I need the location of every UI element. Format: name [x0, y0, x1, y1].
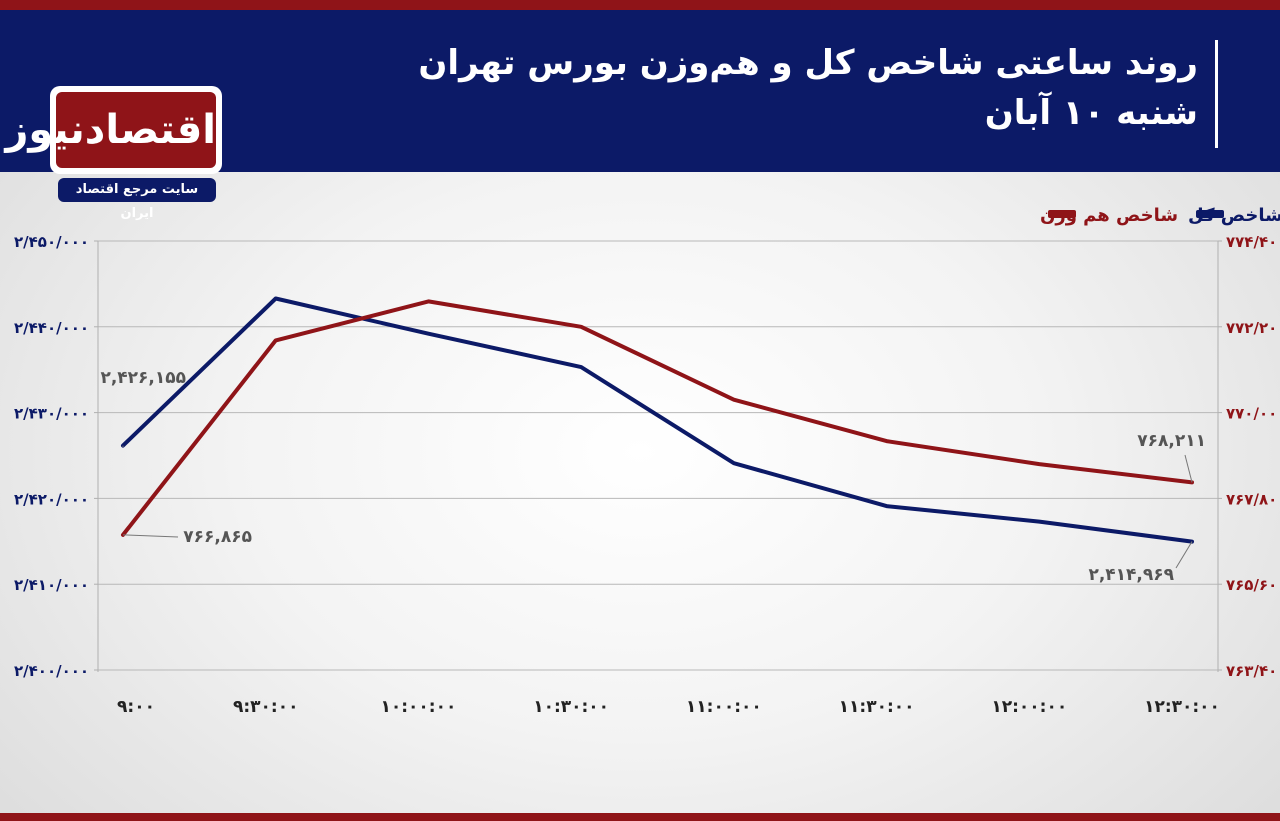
x-axis-tick-label: ۱۲:۰۰:۰۰ — [991, 697, 1067, 717]
legend-label-total: شاخص کل — [1188, 205, 1280, 226]
x-axis-tick-label: ۹:۳۰:۰۰ — [233, 697, 298, 717]
legend-swatch-equal — [1048, 210, 1076, 218]
x-axis-tick-label: ۱۰:۰۰:۰۰ — [380, 697, 456, 717]
chart-axes: ۲/۴۵۰/۰۰۰ ۲/۴۴۰/۰۰۰ ۲/۴۳۰/۰۰۰ ۲/۴۲۰/۰۰۰ ۲/۴۱… — [14, 233, 1280, 717]
right-axis-tick-label: ۷۷۴/۴۰۰ — [1226, 233, 1280, 251]
annotation-leader — [122, 534, 179, 538]
left-axis-tick-label: ۲/۴۲۰/۰۰۰ — [14, 490, 89, 508]
series-line-1 — [121, 299, 1194, 537]
right-axis-tick-label: ۷۶۳/۴۰۰ — [1226, 662, 1280, 680]
chart-title: روند ساعتی شاخص کل و هم‌وزن بورس تهران ش… — [418, 38, 1198, 138]
title-divider — [1215, 40, 1218, 148]
title-line-1: روند ساعتی شاخص کل و هم‌وزن بورس تهران — [418, 43, 1198, 83]
right-axis-tick-label: ۷۶۷/۸۰۰ — [1226, 490, 1280, 508]
top-accent-bar — [0, 0, 1280, 10]
annotation-leader — [1184, 454, 1193, 483]
x-axis-tick-label: ۱۱:۳۰:۰۰ — [839, 697, 915, 717]
series-line-0 — [121, 296, 1194, 544]
chart-series — [121, 296, 1194, 544]
left-axis-tick-label: ۲/۴۱۰/۰۰۰ — [14, 576, 89, 594]
logo-wordmark: اقتصادنیوز — [5, 92, 216, 168]
data-label: ۷۶۸,۲۱۱ — [1137, 431, 1206, 451]
logo-tagline: سایت مرجع اقتصاد ایران — [58, 178, 216, 221]
left-axis-tick-label: ۲/۴۰۰/۰۰۰ — [14, 662, 89, 680]
chart-annotations: ۲,۴۲۶,۱۵۵ ۷۶۶,۸۶۵ ۷۶۸,۲۱۱ ۲,۴۱۴,۹۶۹ — [100, 368, 1206, 585]
x-axis-tick-label: ۹:۰۰ — [117, 697, 155, 717]
left-axis-tick-label: ۲/۴۳۰/۰۰۰ — [14, 405, 89, 423]
brand-logo: اقتصادنیوز — [5, 86, 222, 174]
title-line-2: شنبه ۱۰ آبان — [984, 93, 1198, 133]
legend-swatch-total — [1196, 210, 1224, 218]
annotation-leader — [1175, 541, 1193, 569]
legend-label-equal: شاخص هم وزن — [1040, 205, 1178, 226]
x-axis-tick-label: ۱۰:۳۰:۰۰ — [533, 697, 609, 717]
right-axis-tick-label: ۷۷۰/۰۰۰ — [1226, 405, 1280, 423]
left-axis-tick-label: ۲/۴۴۰/۰۰۰ — [14, 319, 89, 337]
right-axis-tick-label: ۷۷۲/۲۰۰ — [1226, 319, 1280, 337]
data-label: ۷۶۶,۸۶۵ — [183, 527, 252, 547]
data-label: ۲,۴۱۴,۹۶۹ — [1088, 565, 1174, 585]
chart-legend: شاخص کل شاخص هم وزن — [1040, 205, 1280, 226]
right-axis-tick-label: ۷۶۵/۶۰۰ — [1226, 576, 1280, 594]
x-axis-tick-label: ۱۱:۰۰:۰۰ — [686, 697, 762, 717]
chart-grid — [98, 240, 1218, 671]
data-label: ۲,۴۲۶,۱۵۵ — [100, 368, 186, 388]
bottom-accent-bar — [0, 813, 1280, 821]
left-axis-tick-label: ۲/۴۵۰/۰۰۰ — [14, 233, 89, 251]
x-axis-tick-label: ۱۲:۳۰:۰۰ — [1144, 697, 1220, 717]
